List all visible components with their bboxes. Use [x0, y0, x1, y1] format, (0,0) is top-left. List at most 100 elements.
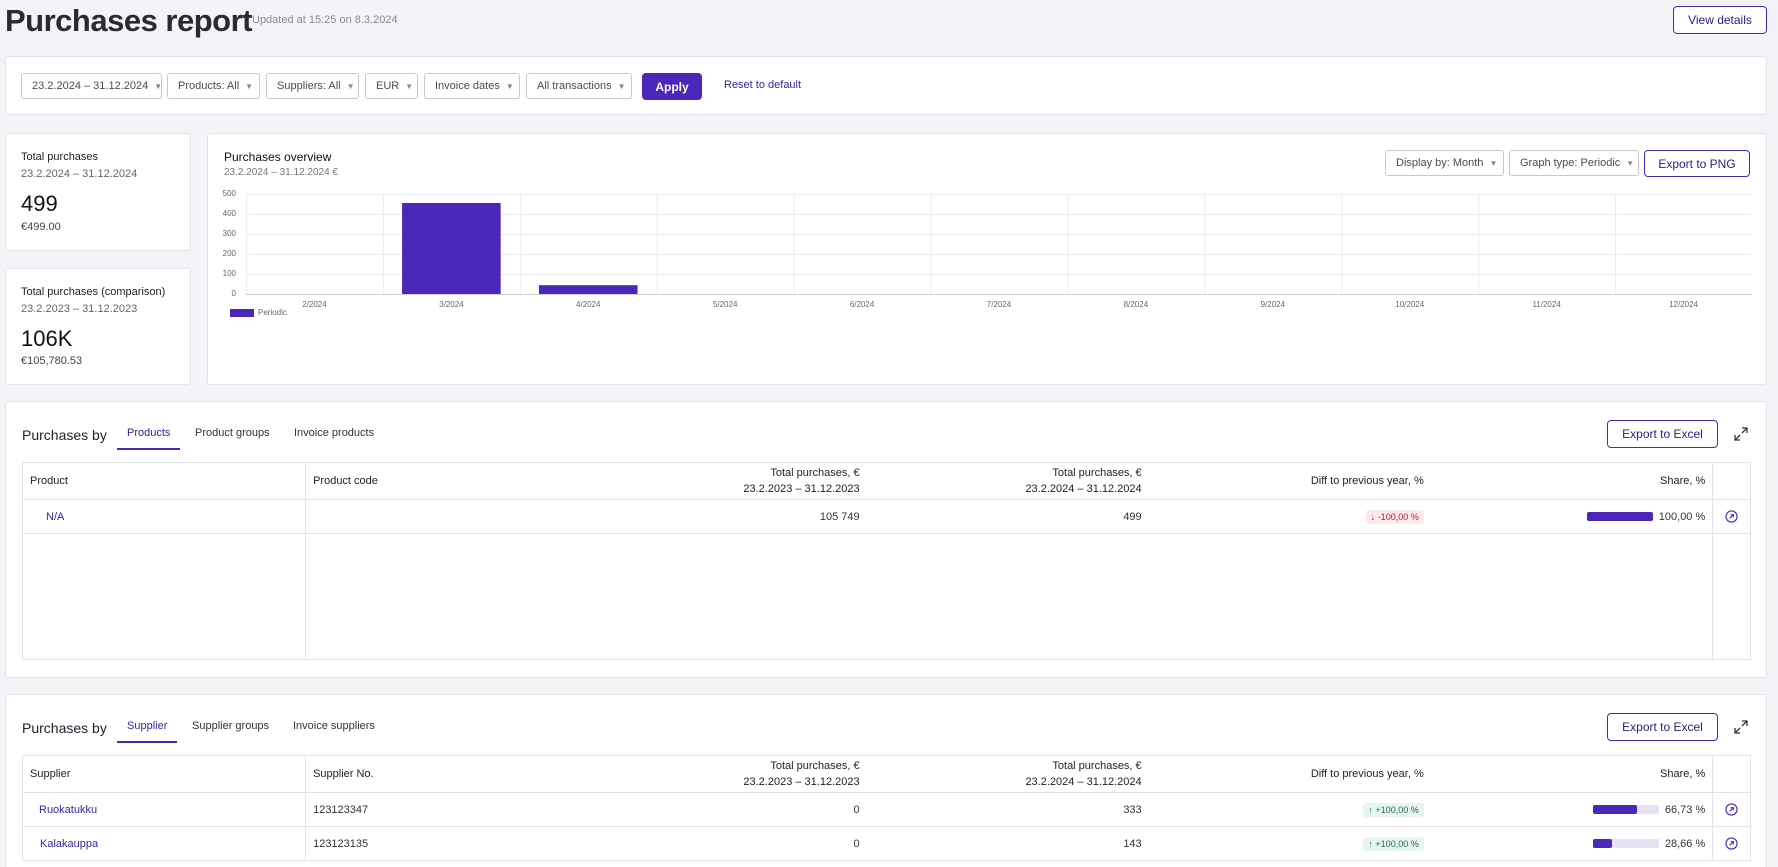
tab-invoice-suppliers[interactable]: Invoice suppliers — [293, 720, 375, 732]
kpi-money: €499.00 — [21, 221, 61, 233]
kpi-range: 23.2.2023 – 31.12.2023 — [21, 303, 138, 315]
kpi-label: Total purchases — [21, 151, 99, 163]
export-excel-button[interactable]: Export to Excel — [1607, 420, 1718, 448]
share-bar-fill — [1592, 805, 1637, 815]
tab-supplier[interactable]: Supplier — [117, 720, 178, 743]
tab-products[interactable]: Products — [117, 427, 181, 450]
x-tick-label: 7/2024 — [986, 300, 1012, 309]
share-value: 28,66 % — [1664, 837, 1706, 850]
supplier-number-cell: 123123135 — [305, 826, 585, 861]
column-header[interactable]: Diff to previous year, % — [1148, 462, 1431, 500]
bar-3-2024[interactable] — [402, 203, 501, 294]
x-tick-label: 8/2024 — [1123, 300, 1149, 309]
section-title: Purchases by — [22, 720, 107, 736]
tab-supplier-groups[interactable]: Supplier groups — [192, 720, 270, 732]
kpi-range: 23.2.2024 – 31.12.2024 — [21, 168, 138, 180]
diff-badge: ↑ +100,00 % — [1363, 802, 1424, 817]
column-header[interactable]: Share, % — [1430, 462, 1714, 500]
column-header-empty — [1712, 462, 1751, 500]
apply-button[interactable]: Apply — [642, 73, 702, 100]
chevron-down-icon: ▼ — [617, 81, 626, 91]
products-filter-dropdown[interactable]: Products: All ▼ — [167, 73, 260, 99]
share-value: 66,73 % — [1664, 803, 1706, 816]
table-empty-area — [21, 533, 1751, 660]
table-row[interactable]: N/A 105 749 499 ↓ -100,00 % 100,00 % — [21, 499, 1751, 534]
date-type-dropdown[interactable]: Invoice dates ▼ — [424, 73, 520, 99]
open-details-icon[interactable] — [1725, 837, 1738, 850]
reset-to-default-link[interactable]: Reset to default — [724, 79, 802, 91]
share-bar — [1586, 512, 1653, 522]
column-header[interactable]: Total purchases, € 23.2.2024 – 31.12.2024 — [866, 462, 1149, 500]
column-header[interactable]: Product code — [305, 462, 585, 500]
column-header[interactable]: Share, % — [1430, 755, 1714, 793]
products-filter-label: Products: All — [178, 80, 240, 92]
display-by-label: Display by: Month — [1396, 157, 1484, 169]
filter-bar: 23.2.2024 – 31.12.2024 ▼ Products: All ▼ S… — [5, 56, 1767, 115]
expand-icon[interactable] — [1733, 426, 1749, 442]
expand-icon[interactable] — [1733, 719, 1749, 735]
column-header[interactable]: Total purchases, € 23.2.2023 – 31.12.2023 — [584, 462, 867, 500]
date-range-label: 23.2.2024 – 31.12.2024 — [32, 80, 149, 92]
tab-product-groups[interactable]: Product groups — [195, 427, 270, 439]
column-header[interactable]: Total purchases, € 23.2.2023 – 31.12.2023 — [584, 755, 867, 793]
table-row[interactable]: Kalakauppa 123123135 0 143 ↑ +100,00 % 2… — [21, 826, 1751, 861]
column-header-line: Total purchases, € — [1052, 760, 1142, 772]
tab-invoice-products[interactable]: Invoice products — [294, 427, 375, 439]
updated-timestamp: Updated at 15:25 on 8.3.2024 — [252, 14, 398, 26]
chevron-down-icon: ▼ — [154, 81, 163, 91]
display-by-dropdown[interactable]: Display by: Month ▼ — [1385, 150, 1504, 176]
y-tick-label: 200 — [222, 249, 236, 258]
kpi-value: 499 — [21, 191, 58, 216]
product-link[interactable]: N/A — [46, 510, 65, 523]
column-header[interactable]: Product — [21, 462, 307, 500]
curr-total-cell: 333 — [866, 792, 1149, 827]
open-details-icon[interactable] — [1725, 803, 1738, 816]
date-range-dropdown[interactable]: 23.2.2024 – 31.12.2024 ▼ — [21, 73, 162, 99]
diff-value: +100,00 % — [1375, 804, 1419, 815]
share-value: 100,00 % — [1658, 510, 1706, 523]
arrow-up-icon: ↑ — [1368, 838, 1373, 849]
purchases-by-suppliers-card: Purchases by Supplier Supplier groups In… — [5, 694, 1767, 867]
kpi-money: €105,780.53 — [21, 355, 83, 367]
table-row[interactable]: Ruokatukku 123123347 0 333 ↑ +100,00 % 6… — [21, 792, 1751, 827]
diff-value: -100,00 % — [1377, 511, 1419, 522]
supplier-link[interactable]: Ruokatukku — [39, 803, 98, 816]
column-header[interactable]: Diff to previous year, % — [1148, 755, 1431, 793]
column-header-empty — [1712, 755, 1751, 793]
prev-total-cell: 0 — [584, 826, 867, 861]
y-tick-label: 100 — [222, 269, 236, 278]
transactions-dropdown[interactable]: All transactions ▼ — [526, 73, 632, 99]
suppliers-table: Supplier Supplier No. Total purchases, €… — [21, 755, 1751, 861]
legend-swatch — [230, 308, 254, 317]
transactions-label: All transactions — [537, 80, 612, 92]
x-tick-label: 5/2024 — [712, 300, 738, 309]
graph-type-dropdown[interactable]: Graph type: Periodic ▼ — [1509, 150, 1639, 176]
supplier-link[interactable]: Kalakauppa — [40, 837, 99, 850]
section-title: Purchases by — [22, 427, 107, 443]
chevron-down-icon: ▼ — [245, 81, 254, 91]
share-bar-fill — [1586, 512, 1653, 522]
chart-title: Purchases overview — [224, 150, 332, 164]
chart-legend: Periodic — [230, 308, 287, 317]
view-details-button[interactable]: View details — [1673, 6, 1767, 34]
purchases-overview-card: Purchases overview 23.2.2024 – 31.12.202… — [207, 133, 1767, 385]
bar-4-2024[interactable] — [538, 285, 638, 294]
chevron-down-icon: ▼ — [1626, 158, 1635, 168]
x-tick-label: 6/2024 — [849, 300, 875, 309]
diff-value: +100,00 % — [1375, 838, 1419, 849]
column-header-line: 23.2.2023 – 31.12.2023 — [743, 483, 860, 495]
x-tick-label: 3/2024 — [439, 300, 464, 309]
column-header[interactable]: Supplier — [21, 755, 307, 793]
legend-label: Periodic — [258, 308, 287, 317]
suppliers-filter-label: Suppliers: All — [277, 80, 341, 92]
curr-total-cell: 499 — [866, 499, 1149, 534]
currency-dropdown[interactable]: EUR ▼ — [365, 73, 418, 99]
suppliers-filter-dropdown[interactable]: Suppliers: All ▼ — [266, 73, 359, 99]
open-details-icon[interactable] — [1725, 510, 1738, 523]
column-header[interactable]: Supplier No. — [305, 755, 585, 793]
export-png-button[interactable]: Export to PNG — [1644, 150, 1750, 177]
overview-chart — [246, 194, 1752, 295]
export-excel-button[interactable]: Export to Excel — [1607, 713, 1718, 741]
column-header[interactable]: Total purchases, € 23.2.2024 – 31.12.2024 — [866, 755, 1149, 793]
share-bar — [1592, 805, 1659, 815]
